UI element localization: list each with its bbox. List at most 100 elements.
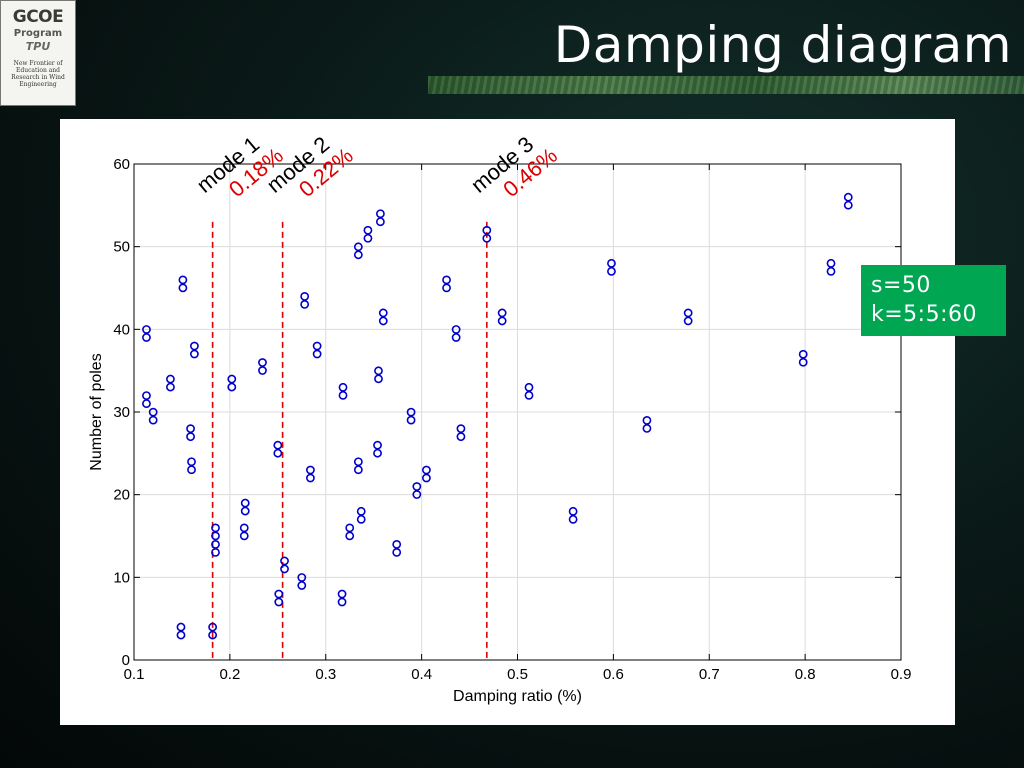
point-marker — [363, 225, 373, 235]
data-point — [166, 374, 175, 392]
point-marker — [240, 498, 250, 508]
point-marker — [798, 349, 808, 359]
y-tick-label: 40 — [113, 321, 130, 338]
point-marker — [345, 523, 355, 533]
point-marker — [568, 514, 578, 524]
data-point — [374, 366, 383, 384]
data-point — [524, 382, 534, 400]
mode-label-group: mode 30.46% — [466, 131, 562, 202]
point-marker — [176, 622, 186, 632]
y-axis-label: Number of poles — [88, 353, 105, 470]
point-marker — [338, 382, 348, 392]
data-point — [211, 523, 220, 541]
point-marker — [337, 589, 347, 599]
point-marker — [211, 531, 220, 541]
x-tick-label: 0.5 — [507, 666, 528, 683]
x-tick-label: 0.6 — [603, 666, 624, 683]
logo-line-3: TPU — [25, 40, 51, 53]
logo-line-1: GCOE — [12, 7, 64, 27]
point-marker — [280, 556, 289, 566]
y-tick-label: 10 — [113, 569, 130, 586]
point-marker — [280, 564, 289, 574]
point-marker — [442, 275, 451, 285]
data-point — [306, 465, 315, 483]
data-point — [422, 465, 431, 483]
point-marker — [683, 316, 693, 326]
point-marker — [442, 283, 451, 293]
x-axis-label: Damping ratio (%) — [453, 688, 582, 705]
point-marker — [497, 316, 507, 326]
point-marker — [176, 630, 186, 640]
point-marker — [187, 457, 196, 467]
point-marker — [208, 630, 218, 640]
info-box-line-2: k=5:5:60 — [871, 302, 977, 327]
point-marker — [306, 473, 315, 483]
point-marker — [642, 423, 652, 433]
x-tick-label: 0.1 — [124, 666, 145, 683]
decorative-band — [428, 76, 1024, 94]
slide-title: Damping diagram — [553, 16, 1012, 74]
point-marker — [240, 506, 250, 516]
data-point — [412, 482, 422, 499]
data-point — [456, 424, 466, 442]
point-marker — [456, 424, 466, 434]
data-point — [642, 415, 652, 433]
point-marker — [306, 465, 315, 475]
data-point — [378, 308, 388, 326]
point-marker — [392, 540, 402, 549]
data-point — [607, 258, 616, 276]
data-point — [337, 589, 347, 607]
point-marker — [211, 523, 220, 533]
data-point — [208, 622, 218, 640]
data-point — [273, 440, 283, 458]
point-marker — [258, 358, 267, 367]
point-marker — [353, 242, 363, 252]
data-point — [373, 440, 382, 458]
point-marker — [312, 349, 322, 359]
data-point — [176, 622, 186, 640]
data-point — [345, 523, 355, 541]
x-tick-label: 0.9 — [891, 666, 912, 683]
gcoe-logo: GCOE Program TPU New Frontier of Educati… — [0, 0, 76, 106]
point-marker — [412, 490, 422, 499]
point-marker — [826, 266, 836, 276]
data-point — [353, 457, 363, 475]
point-marker — [338, 390, 348, 400]
y-tick-label: 30 — [113, 404, 130, 421]
point-marker — [451, 333, 461, 342]
point-marker — [300, 299, 310, 309]
point-marker — [392, 548, 402, 557]
point-marker — [239, 523, 249, 533]
data-point — [363, 225, 373, 243]
data-point — [312, 341, 322, 359]
data-point — [843, 192, 853, 210]
data-point — [375, 209, 385, 227]
data-point — [211, 540, 220, 557]
point-marker — [337, 597, 347, 607]
point-marker — [274, 597, 284, 607]
point-marker — [300, 291, 310, 301]
point-marker — [375, 209, 385, 219]
point-marker — [826, 258, 836, 268]
point-marker — [273, 448, 283, 458]
point-marker — [683, 308, 693, 318]
point-marker — [227, 382, 237, 392]
point-marker — [374, 374, 383, 384]
point-marker — [227, 374, 237, 384]
data-point — [356, 506, 366, 524]
logo-line-2: Program — [13, 28, 63, 39]
point-marker — [406, 415, 416, 425]
point-marker — [843, 192, 853, 202]
point-marker — [142, 333, 151, 342]
logo-line-4: New Frontier of Education and Research i… — [11, 60, 65, 88]
data-point — [338, 382, 348, 400]
x-tick-label: 0.8 — [795, 666, 816, 683]
data-point — [227, 374, 237, 392]
data-point — [142, 391, 151, 408]
info-box-line-1: s=50 — [871, 273, 931, 298]
data-point — [274, 589, 284, 607]
x-tick-label: 0.7 — [699, 666, 720, 683]
y-tick-label: 50 — [113, 239, 130, 256]
data-point — [142, 325, 151, 342]
y-tick-label: 0 — [122, 652, 130, 669]
